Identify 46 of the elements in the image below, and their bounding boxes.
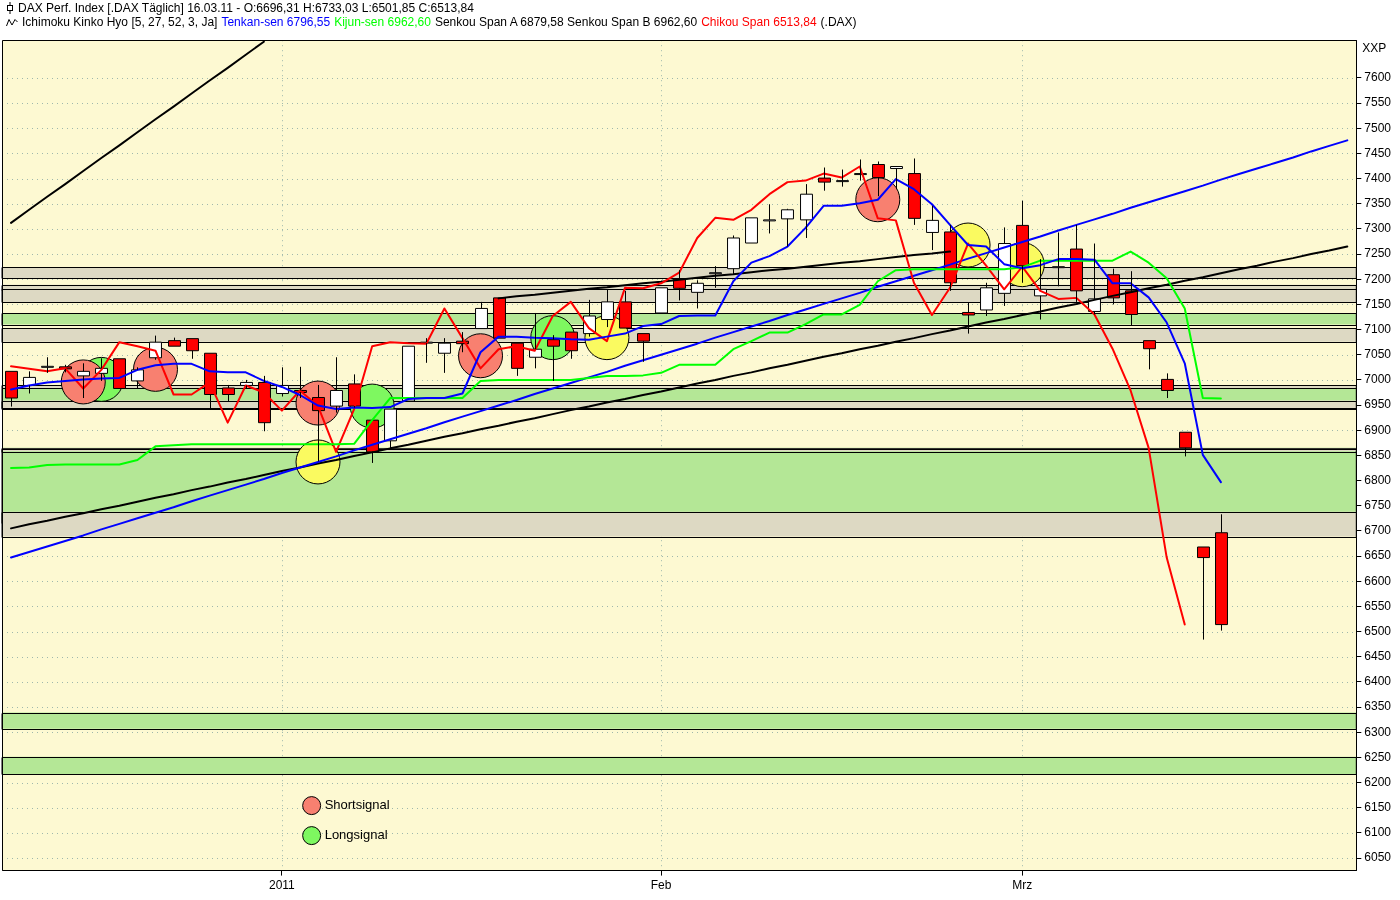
chart-subtitle: Ichimoku Kinko Hyo [5, 27, 52, 3, Ja]	[22, 15, 218, 29]
y-tick-label: 7350	[1364, 196, 1392, 211]
chart-title: DAX Perf. Index [.DAX Täglich] 16.03.11 - O:6696,31 H:6733,03 L:6501,85 C:6513,84	[18, 1, 474, 15]
y-tick-label: 7000	[1364, 372, 1392, 387]
x-tick-label: Mrz	[1012, 878, 1033, 893]
y-tick-label: 7400	[1364, 170, 1392, 185]
y-tick-label: 6700	[1364, 523, 1392, 538]
y-tick-label: 7150	[1364, 296, 1392, 311]
y-tick-label: 7250	[1364, 246, 1392, 261]
y-tick-label: 6300	[1364, 724, 1392, 739]
legend-label: Shortsignal	[324, 797, 390, 813]
text: Chikou Span 6513,84	[701, 15, 817, 29]
y-tick-label: 6800	[1364, 472, 1392, 487]
x-tick-label: 2011	[268, 878, 296, 893]
y-tick-label: 7550	[1364, 95, 1392, 110]
y-tick-label: 6750	[1364, 498, 1392, 513]
y-axis-title: XXP	[1362, 40, 1387, 55]
y-tick-label: 6950	[1364, 397, 1392, 412]
x-tick-label: Feb	[650, 878, 672, 893]
y-tick-label: 6150	[1364, 800, 1392, 814]
text: Kijun-sen 6962,60	[334, 15, 431, 29]
y-tick-label: 7050	[1364, 347, 1392, 362]
y-tick-label: 7500	[1364, 120, 1392, 135]
y-tick-label: 6400	[1364, 674, 1392, 689]
y-tick-label: 7300	[1364, 221, 1392, 236]
y-tick-label: 6350	[1364, 699, 1392, 714]
y-tick-label: 6250	[1364, 749, 1392, 764]
y-tick-label: 6600	[1364, 573, 1392, 588]
text: (.DAX)	[820, 15, 857, 29]
text: Senkou Span A 6879,58 Senkou Span B 6962,60	[434, 15, 698, 29]
y-tick-label: 6500	[1364, 623, 1392, 638]
y-tick-label: 7450	[1364, 145, 1392, 160]
y-tick-label: 6050	[1364, 850, 1392, 865]
candlestick	[908, 157, 921, 226]
y-tick-label: 6900	[1364, 422, 1392, 437]
y-tick-label: 7600	[1364, 70, 1392, 85]
y-tick-label: 6200	[1364, 774, 1392, 789]
y-tick-label: 6850	[1364, 447, 1392, 462]
y-tick-label: 6100	[1364, 825, 1392, 840]
y-tick-label: 6450	[1364, 649, 1392, 664]
y-tick-label: 6650	[1364, 548, 1392, 563]
y-tick-label: 7100	[1364, 321, 1392, 336]
legend-label: Longsignal	[324, 827, 388, 843]
y-tick-label: 6550	[1364, 598, 1392, 613]
y-tick-label: 7200	[1364, 271, 1392, 286]
text: Tenkan-sen 6796,55	[221, 15, 331, 29]
